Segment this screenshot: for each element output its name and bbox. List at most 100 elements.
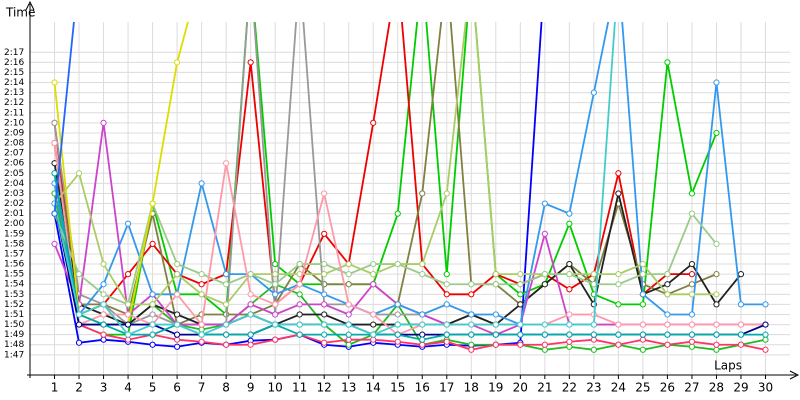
lap-marker [100, 331, 107, 338]
lap-marker [321, 190, 328, 197]
lap-marker [370, 119, 377, 126]
lap-marker [124, 311, 132, 318]
y-tick-label: 2:07 [4, 149, 24, 159]
lap-marker [100, 321, 107, 328]
x-tick-label: 19 [488, 381, 503, 395]
lap-marker [566, 331, 573, 338]
lap-marker [198, 326, 205, 333]
lap-marker [394, 210, 401, 217]
lap-marker [149, 301, 156, 308]
y-tick-label: 2:17 [4, 48, 24, 58]
lap-marker [345, 311, 352, 318]
lap-marker [51, 240, 58, 247]
y-tick-label: 2:08 [4, 139, 24, 149]
x-tick-label: 13 [341, 381, 356, 395]
lap-marker [688, 291, 696, 298]
lap-marker [639, 336, 647, 343]
lap-marker [566, 343, 573, 350]
y-tick-label: 2:04 [4, 179, 24, 189]
lap-marker [272, 271, 279, 278]
y-tick-label: 2:01 [4, 209, 24, 219]
lap-marker [468, 281, 475, 288]
lap-marker [296, 291, 303, 298]
lap-marker [100, 260, 107, 268]
lap-marker [737, 331, 745, 338]
x-tick-label: 17 [439, 381, 454, 395]
lap-marker [566, 321, 573, 328]
x-arrow [789, 370, 800, 380]
lap-marker [124, 301, 132, 308]
lap-marker [100, 311, 107, 318]
lap-marker [321, 271, 328, 278]
lap-marker [737, 301, 745, 308]
y-tick-label: 2:03 [4, 189, 24, 199]
y-tick-label: 1:58 [4, 239, 24, 249]
x-tick-label: 22 [562, 381, 577, 395]
lap-marker [296, 311, 303, 318]
lap-marker [272, 321, 279, 328]
series-line [53, 22, 718, 336]
lap-marker [419, 271, 426, 278]
lap-marker [639, 260, 647, 268]
x-tick-label: 25 [635, 381, 650, 395]
series-line [53, 22, 75, 214]
lap-marker [272, 301, 279, 308]
lap-marker [296, 260, 303, 268]
series-line [53, 22, 717, 306]
ticks: 1:471:481:491:501:511:521:531:541:551:56… [4, 48, 773, 395]
lap-marker [394, 338, 401, 345]
lap-marker [688, 321, 696, 328]
lap-marker [713, 129, 720, 137]
lap-marker [762, 331, 769, 338]
lap-marker [296, 301, 303, 308]
lap-marker [419, 321, 426, 328]
lap-marker [639, 271, 647, 278]
lap-marker [124, 220, 132, 227]
lap-marker [173, 311, 181, 318]
y-tick-label: 2:05 [4, 169, 24, 179]
lap-marker [443, 321, 450, 328]
lap-marker [223, 341, 230, 348]
lap-marker [492, 331, 499, 338]
lap-marker [272, 336, 279, 343]
lap-marker [639, 346, 647, 353]
lap-marker [541, 230, 548, 237]
lap-marker [541, 271, 548, 278]
lap-marker [443, 291, 450, 298]
y-tick-label: 1:56 [4, 260, 24, 270]
y-tick-label: 2:12 [4, 98, 24, 108]
y-tick-label: 2:14 [4, 78, 24, 88]
lap-marker [664, 311, 671, 318]
lap-marker [664, 59, 671, 66]
lap-marker [541, 341, 548, 348]
lap-marker [688, 260, 696, 268]
lap-marker [615, 281, 622, 288]
y-tick-label: 1:52 [4, 300, 24, 310]
lap-marker [223, 271, 230, 278]
lap-marker [394, 301, 401, 308]
lap-marker [615, 341, 622, 348]
lap-marker [247, 331, 254, 338]
lap-marker [345, 271, 352, 278]
lap-marker [124, 271, 132, 278]
lap-marker [173, 336, 181, 343]
x-tick-label: 24 [611, 381, 626, 395]
lap-marker [468, 346, 475, 353]
lap-marker [517, 291, 524, 298]
x-tick-label: 29 [733, 381, 748, 395]
lap-marker [762, 301, 769, 308]
lap-marker [75, 321, 83, 328]
y-tick-label: 1:48 [4, 340, 24, 350]
lap-marker [223, 321, 230, 328]
lap-marker [100, 119, 107, 126]
lap-marker [566, 260, 573, 268]
lap-marker [517, 271, 524, 278]
lap-marker [419, 260, 426, 268]
lap-marker [100, 301, 107, 308]
y-tick-label: 1:51 [4, 310, 24, 320]
lap-marker [173, 291, 181, 298]
y-tick-label: 1:57 [4, 249, 24, 259]
plot-area [51, 22, 769, 353]
x-tick-label: 8 [222, 381, 230, 395]
lap-marker [468, 311, 475, 318]
